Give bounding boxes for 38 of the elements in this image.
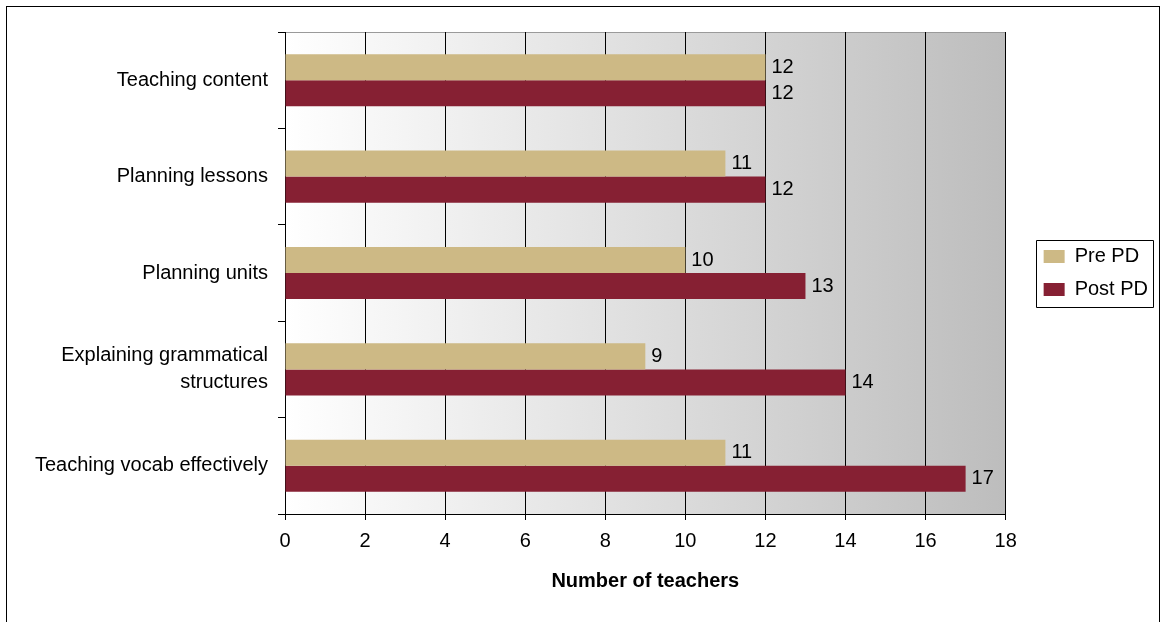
legend-label: Pre PD: [1074, 244, 1140, 267]
bar: [285, 80, 766, 107]
x-tick-label: 4: [439, 528, 451, 551]
x-tick-label: 0: [279, 528, 291, 551]
data-label: 13: [811, 273, 834, 296]
y-tick-label: Planning units: [142, 260, 268, 283]
x-tick-label: 10: [674, 528, 697, 551]
data-label: 12: [771, 80, 794, 103]
y-tick-label: Explaining grammatical structures: [61, 343, 268, 393]
x-tick-label: 2: [359, 528, 371, 551]
bar: [285, 176, 766, 203]
bar: [285, 465, 966, 492]
data-label: 9: [651, 343, 663, 366]
bar: [285, 369, 846, 396]
x-tick-label: 12: [754, 528, 777, 551]
data-label: 12: [771, 54, 794, 77]
y-tick-label: Teaching vocab effectively: [34, 453, 268, 476]
x-tick-label: 16: [914, 528, 937, 551]
bar: [285, 150, 726, 177]
data-label: 11: [731, 151, 753, 174]
bar: [285, 343, 646, 370]
data-label: 10: [691, 247, 714, 270]
x-tick-label: 18: [994, 528, 1017, 551]
data-label: 14: [851, 369, 874, 392]
y-tick-label: Planning lessons: [116, 164, 268, 187]
x-tick-label: 14: [834, 528, 857, 551]
bar: [285, 54, 766, 81]
bar: [285, 273, 806, 300]
x-tick-label: 6: [519, 528, 531, 551]
data-label: 11: [731, 440, 753, 463]
data-label: 12: [771, 177, 794, 200]
bar: [285, 246, 686, 273]
x-axis-title: Number of teachers: [551, 568, 740, 591]
data-label: 17: [971, 466, 994, 489]
y-tick-label: Teaching content: [116, 67, 269, 90]
x-tick-label: 8: [599, 528, 611, 551]
bar: [285, 439, 726, 466]
legend-label: Post PD: [1074, 277, 1148, 300]
